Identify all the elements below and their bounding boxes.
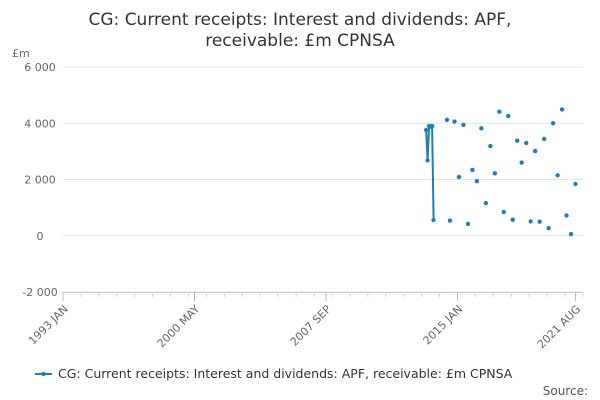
data-point [461,122,466,128]
legend: CG: Current receipts: Interest and divid… [35,366,513,381]
series-line [425,125,435,221]
data-point [532,148,538,154]
data-point [564,213,569,218]
data-point [506,113,511,119]
legend-swatch-marker [41,371,46,377]
data-point [546,225,551,231]
data-point [452,119,457,124]
data-point [497,109,502,114]
data-point [444,117,450,123]
x-tick-label: 2015 JAN [421,303,466,348]
data-point [515,138,520,143]
source-label: Source: [543,384,588,398]
x-tick-label: 2021 AUG [535,303,584,352]
data-point [510,217,515,222]
data-point [447,218,453,223]
data-point [474,178,480,184]
data-point [431,217,436,223]
data-point [423,127,429,133]
data-point [537,219,542,224]
data-point [573,181,578,187]
x-tick-label: 1993 JAN [26,303,71,348]
data-point [528,219,533,224]
data-point [550,121,556,126]
data-point [479,126,484,131]
data-point [559,107,565,112]
y-tick-label: 0 [37,230,44,243]
y-axis-unit: £m [12,47,30,60]
y-tick-label: 2 000 [24,174,56,187]
y-tick-label: 4 000 [24,117,56,130]
chart-title-line-1: CG: Current receipts: Interest and divid… [89,10,512,30]
chart-title-line-2: receivable: £m CPNSA [205,31,395,51]
data-point [429,123,435,129]
y-tick-label: 6 000 [24,61,56,74]
data-point [541,136,547,142]
data-point [456,174,462,180]
data-point [470,167,475,173]
x-tick-label: 2007 SEP [288,302,334,348]
data-point [492,171,498,176]
y-tick-label: -2 000 [22,286,57,299]
data-point [524,140,529,146]
data-point [483,200,489,206]
series-layer [423,107,578,237]
legend-entry: CG: Current receipts: Interest and divid… [58,366,513,381]
gridlines: -2 000 0 2 000 4 000 6 000 [22,61,583,299]
data-point [568,231,574,237]
data-point [425,158,430,163]
data-point [465,221,471,227]
data-point [555,173,560,178]
x-axis: 1993 JAN 2000 MAY 2007 SEP 2015 JAN 2021 AUG [26,292,584,352]
data-point [488,143,493,149]
data-point [501,209,507,215]
data-point [519,160,524,165]
x-tick-label: 2000 MAY [155,302,203,350]
